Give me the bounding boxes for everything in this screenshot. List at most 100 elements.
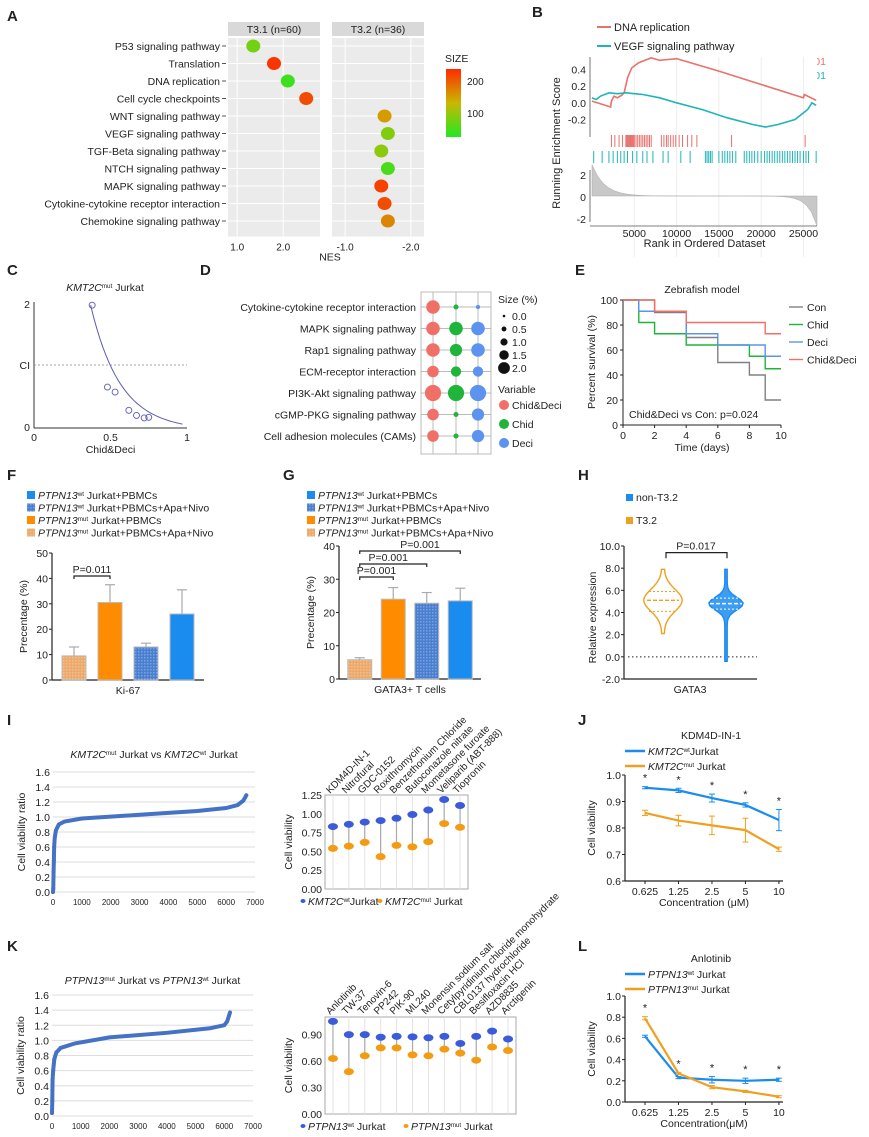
y-tick-label: 1.0: [34, 1035, 49, 1047]
legend-label: PTPN13wt Jurkat+PBMCs: [318, 490, 437, 502]
data-point: [88, 301, 96, 309]
y-tick-label: -2: [577, 214, 586, 226]
panel-k-left: PTPN13mut Jurkat vs PTPN13wt Jurkat0.00.…: [15, 975, 262, 1131]
y-tick-label: 0.75: [302, 828, 323, 840]
data-point-wt: [455, 1039, 466, 1047]
y-tick-label: 1.4: [34, 1005, 49, 1017]
y-axis-label: Cell viability: [283, 814, 295, 870]
legend-label: PTPN13wt Jurkat+PBMCs: [38, 490, 157, 502]
y-tick-label: WNT signaling pathway: [110, 111, 221, 123]
x-tick-label: 0: [51, 898, 56, 907]
plot-area: [592, 57, 817, 137]
data-point: [133, 411, 140, 419]
data-point-wt: [423, 1034, 434, 1042]
facet-title: T3.1 (n=60): [247, 24, 302, 36]
legend-title: Size (%): [498, 294, 538, 306]
y-tick-label: Cytokine-cytokine receptor interaction: [44, 199, 220, 211]
x-tick-label: 4000: [160, 898, 178, 907]
data-point: [246, 39, 261, 53]
gene-name: PTPN13: [648, 984, 688, 996]
legend-label: Con: [807, 302, 826, 314]
legend-tick: 100: [467, 109, 484, 120]
gene-superscript: wt: [357, 503, 365, 510]
y-tick-label: 0.8: [606, 823, 621, 835]
y-tick-label: 4.0: [605, 608, 620, 620]
y-axis-label: Precentage (%): [18, 580, 30, 653]
gene-suffix: Jurkat+PBMCs: [88, 515, 161, 527]
legend-label: T3.2: [636, 515, 657, 527]
data-point: [51, 1068, 56, 1073]
panel-label-i: I: [7, 712, 12, 729]
y-tick-label: 0.2: [35, 872, 50, 884]
y-axis-label: Running Enrichment Score: [551, 77, 563, 208]
gene-suffix: Jurkat+PBMCs+Apa+Nivo: [88, 528, 213, 540]
y-tick-label: 2.0: [605, 630, 620, 642]
x-tick-label: 5: [743, 886, 749, 898]
data-point-wt: [343, 820, 354, 828]
y-axis-label: Cell viability: [586, 800, 598, 856]
data-point-wt: [471, 1032, 482, 1040]
data-point-mut: [343, 1068, 354, 1076]
gene-name: PTPN13: [308, 1121, 348, 1133]
data-point: [50, 1098, 55, 1103]
data-point-wt: [487, 1027, 498, 1035]
chart-title: KMT2Cmut Jurkat: [66, 282, 144, 294]
y-tick-label: 40: [606, 370, 618, 382]
data-point: [426, 321, 440, 336]
data-point: [140, 414, 148, 422]
x-tick-label: 5000: [188, 898, 206, 907]
legend-label: PTPN13wt Jurkat+PBMCs+Apa+Nivo: [318, 503, 489, 515]
data-point: [380, 162, 395, 175]
gene-superscript: mut: [102, 283, 113, 290]
facet-title: T3.2 (n=36): [351, 24, 406, 36]
data-point-mut: [375, 1044, 386, 1052]
facet-header: [228, 22, 320, 36]
data-point: [453, 412, 459, 417]
y-tick-label: DNA replication: [148, 76, 221, 88]
y-tick-label: 0: [42, 675, 48, 687]
ranked-metric-area: [591, 164, 818, 227]
y-tick-label: 0.25: [302, 865, 323, 877]
data-point: [424, 384, 442, 402]
legend-size-symbol: [501, 326, 507, 332]
gene-name: PTPN13: [163, 975, 203, 987]
x-tick-label: 5: [743, 1107, 749, 1119]
gene-name: KMT2C: [164, 749, 200, 761]
y-tick-label: 1.0: [606, 770, 621, 782]
panel-i-left: KMT2Cmut Jurkat vs KMT2Cwt Jurkat0.00.20…: [16, 749, 264, 907]
x-tick-label: 0: [31, 432, 37, 444]
data-point: [145, 413, 153, 421]
gene-suffix: Jurkat vs: [116, 749, 164, 761]
gene-name: PTPN13: [648, 969, 688, 981]
ranked-ratio-curve: [50, 1010, 233, 1115]
legend-swatch: [403, 1124, 409, 1128]
chart-title: KMT2Cmut Jurkat vs KMT2Cwt Jurkat: [70, 749, 237, 761]
y-tick-label: 0.4: [34, 1081, 49, 1093]
gene-suffix: Jurkat: [209, 975, 241, 987]
chart-title: KDM4D-IN-1: [681, 730, 741, 742]
y-tick-label: 0.6: [606, 876, 621, 888]
panel-label-l: L: [578, 938, 588, 955]
y-tick-label: 0.90: [302, 1030, 323, 1042]
y-axis-label: Relative expression: [587, 572, 599, 664]
data-point: [377, 197, 392, 210]
gene-suffix: Jurkat: [350, 896, 379, 908]
data-point-mut: [455, 1049, 466, 1057]
gene-superscript: wt: [683, 747, 691, 754]
significance-star: *: [643, 1003, 648, 1015]
p-value-label: P=0.001: [400, 539, 440, 551]
gene-superscript: wt: [201, 976, 209, 983]
gene-name: PTPN13: [318, 515, 358, 527]
legend-label: PTPN13wt Jurkat: [648, 969, 726, 981]
y-tick-label: MAPK signaling pathway: [300, 324, 417, 336]
data-point: [50, 1110, 54, 1115]
y-tick-label: 20: [606, 395, 618, 407]
significance-bracket: [73, 575, 111, 579]
y-tick-label: 0.0: [34, 1111, 49, 1123]
gene-superscript: wt: [343, 897, 351, 904]
data-point-wt: [343, 1031, 354, 1039]
y-tick-label: 1.2: [34, 1020, 49, 1032]
data-point: [471, 321, 485, 336]
data-point: [450, 366, 462, 377]
